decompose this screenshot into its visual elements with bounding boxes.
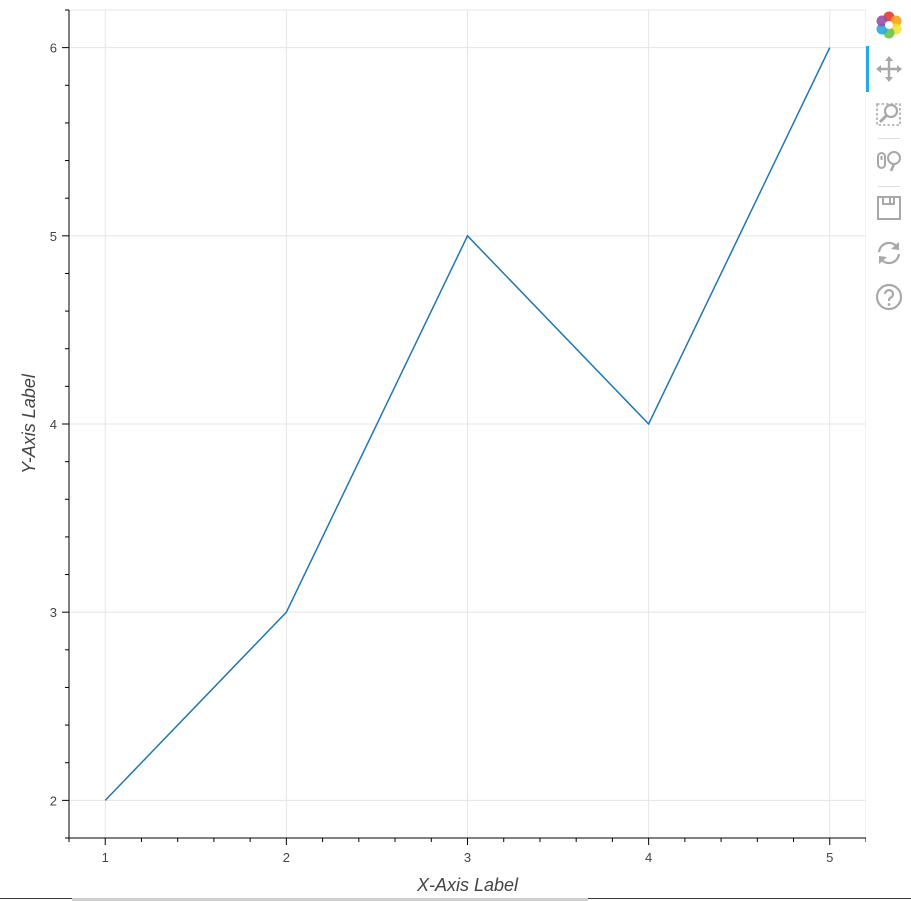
x-tick-label: 4 [645, 850, 652, 865]
axes [62, 9, 866, 845]
toolbar-divider [878, 138, 900, 139]
help-icon[interactable] [874, 282, 904, 312]
horizontal-scrollbar[interactable] [72, 898, 588, 901]
x-tick-label: 3 [464, 850, 471, 865]
chart-toolbar [866, 6, 911, 326]
x-tick-label: 5 [826, 850, 833, 865]
y-tick-label: 3 [50, 605, 57, 620]
series-line-0 [104, 47, 831, 801]
reset-icon[interactable] [874, 238, 904, 268]
active-tool-indicator [866, 46, 869, 92]
y-tick-label: 6 [50, 41, 57, 56]
x-tick-label: 2 [283, 850, 290, 865]
series-layer [104, 47, 831, 801]
y-tick-label: 2 [50, 793, 57, 808]
y-tick-label: 5 [50, 229, 57, 244]
bokeh-logo-icon[interactable] [874, 10, 904, 40]
toolbar-divider [878, 186, 900, 187]
y-tick-label: 4 [50, 417, 57, 432]
y-axis-title: Y-Axis Label [19, 373, 39, 474]
x-axis-title: X-Axis Label [416, 875, 519, 895]
box-zoom-icon[interactable] [874, 99, 904, 129]
tick-labels: 1 2 3 4 5 2 3 4 5 6 [50, 41, 834, 865]
wheel-zoom-icon[interactable] [874, 146, 904, 176]
x-tick-label: 1 [102, 850, 109, 865]
line-chart[interactable]: 1 2 3 4 5 2 3 4 5 6 X-Axis Label Y-Axis Label [0, 0, 866, 901]
pan-icon[interactable] [874, 54, 904, 84]
save-icon[interactable] [874, 193, 904, 223]
